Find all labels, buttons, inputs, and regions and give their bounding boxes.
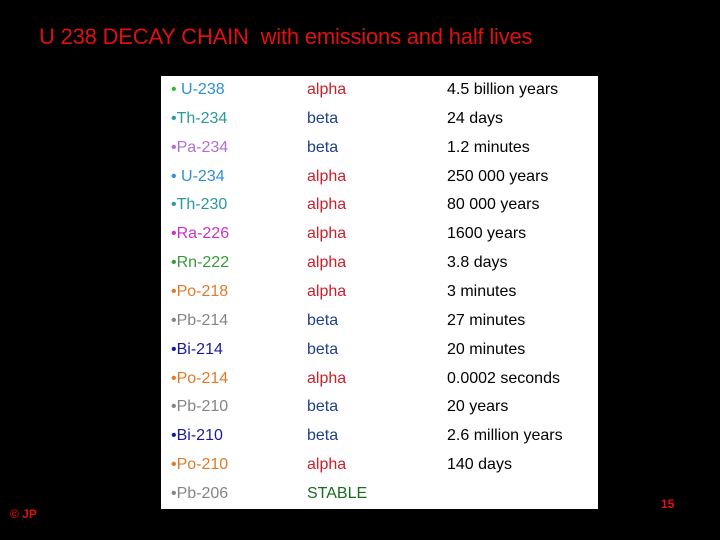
bullet-icon: • — [171, 225, 177, 243]
isotope-name: Po-214 — [176, 369, 229, 387]
isotope-name: Bi-214 — [176, 340, 223, 358]
isotope-name: Po-218 — [176, 282, 229, 300]
bullet-icon: • — [171, 254, 177, 272]
bullet-icon: • — [171, 456, 177, 474]
isotope-cell: •Pb-206 — [171, 480, 228, 509]
emission-cell: beta — [307, 109, 339, 127]
table-row: •Pb-206 STABLE — [161, 480, 598, 509]
isotope-cell: •Ra-226 — [171, 220, 229, 249]
table-row: • U-234 alpha 250 000 years — [161, 163, 598, 192]
half-life-cell: 20 minutes — [447, 340, 526, 358]
isotope-cell: •Bi-210 — [171, 422, 223, 451]
emission-cell: beta — [307, 340, 339, 358]
page-number: 15 — [661, 497, 675, 511]
decay-chain-table: • U-238 alpha 4.5 billion years •Th-234 beta… — [161, 76, 598, 509]
isotope-cell: •Rn-222 — [171, 249, 229, 278]
emission-cell: alpha — [307, 225, 347, 243]
emission-cell: alpha — [307, 456, 347, 474]
isotope-name: Pa-234 — [176, 138, 229, 156]
half-life-cell: 20 years — [447, 398, 509, 416]
half-life-cell: 3 minutes — [447, 282, 517, 300]
half-life-cell: 1600 years — [447, 225, 527, 243]
isotope-name: Pb-214 — [176, 311, 229, 329]
isotope-cell: •Pb-210 — [171, 393, 228, 422]
half-life-cell: 250 000 years — [447, 167, 549, 185]
half-life-cell: 4.5 billion years — [447, 81, 559, 98]
table-row: •Po-210 alpha 140 days — [161, 451, 598, 480]
isotope-name: U-238 — [181, 81, 225, 98]
table-row: •Po-218 alpha 3 minutes — [161, 278, 598, 307]
isotope-cell: •Pb-214 — [171, 307, 228, 336]
emission-cell: alpha — [307, 254, 347, 272]
isotope-cell: •Bi-214 — [171, 336, 223, 365]
table-row: •Th-230 alpha 80 000 years — [161, 191, 598, 220]
isotope-name: Ra-226 — [176, 225, 230, 243]
isotope-cell: •Th-230 — [171, 191, 227, 220]
half-life-cell: 24 days — [447, 109, 504, 127]
bullet-icon: • — [171, 81, 182, 98]
copyright-label: © JP — [10, 507, 37, 521]
isotope-name: Bi-210 — [176, 427, 223, 445]
isotope-cell: •Pa-234 — [171, 134, 228, 163]
table-row: •Pb-210 beta 20 years — [161, 393, 598, 422]
emission-cell: STABLE — [307, 484, 368, 502]
bullet-icon: • — [171, 369, 177, 387]
isotope-name: Pb-206 — [176, 484, 229, 502]
isotope-cell: • U-234 — [171, 163, 225, 192]
table-row: •Bi-210 beta 2.6 million years — [161, 422, 598, 451]
slide-title: U 238 DECAY CHAIN with emissions and hal… — [39, 24, 533, 49]
isotope-name: Th-234 — [176, 109, 228, 127]
table-row: •Th-234 beta 24 days — [161, 105, 598, 134]
bullet-icon: • — [171, 167, 182, 185]
isotope-name: U-234 — [181, 167, 225, 185]
emission-cell: beta — [307, 138, 339, 156]
emission-cell: alpha — [307, 81, 347, 98]
isotope-name: Po-210 — [176, 456, 229, 474]
isotope-name: Th-230 — [176, 196, 228, 214]
bullet-icon: • — [171, 311, 177, 329]
table-row: • U-238 alpha 4.5 billion years — [161, 76, 598, 105]
bullet-icon: • — [171, 484, 177, 502]
emission-cell: beta — [307, 311, 339, 329]
bullet-icon: • — [171, 138, 177, 156]
bullet-icon: • — [171, 340, 177, 358]
bullet-icon: • — [171, 196, 177, 214]
table-row: •Bi-214 beta 20 minutes — [161, 336, 598, 365]
isotope-cell: •Po-214 — [171, 365, 228, 394]
half-life-cell: 3.8 days — [447, 254, 508, 272]
isotope-name: Pb-210 — [176, 398, 229, 416]
half-life-cell: 80 000 years — [447, 196, 540, 214]
table-row: •Pb-214 beta 27 minutes — [161, 307, 598, 336]
table-row: •Rn-222 alpha 3.8 days — [161, 249, 598, 278]
bullet-icon: • — [171, 398, 177, 416]
isotope-cell: •Po-218 — [171, 278, 228, 307]
half-life-cell: 1.2 minutes — [447, 138, 530, 156]
isotope-cell: • U-238 — [171, 76, 225, 105]
table-row: •Ra-226 alpha 1600 years — [161, 220, 598, 249]
emission-cell: alpha — [307, 369, 347, 387]
half-life-cell: 140 days — [447, 456, 512, 474]
isotope-cell: •Th-234 — [171, 105, 227, 134]
half-life-cell: 2.6 million years — [447, 427, 563, 445]
isotope-cell: •Po-210 — [171, 451, 228, 480]
bullet-icon: • — [171, 427, 177, 445]
bullet-icon: • — [171, 109, 177, 127]
table-row: •Po-214 alpha 0.0002 seconds — [161, 365, 598, 394]
emission-cell: beta — [307, 427, 339, 445]
table-row: •Pa-234 beta 1.2 minutes — [161, 134, 598, 163]
emission-cell: alpha — [307, 196, 347, 214]
half-life-cell: 27 minutes — [447, 311, 526, 329]
half-life-cell: 0.0002 seconds — [447, 369, 560, 387]
emission-cell: alpha — [307, 282, 347, 300]
bullet-icon: • — [171, 282, 177, 300]
emission-cell: alpha — [307, 167, 347, 185]
isotope-name: Rn-222 — [176, 254, 230, 272]
emission-cell: beta — [307, 398, 339, 416]
